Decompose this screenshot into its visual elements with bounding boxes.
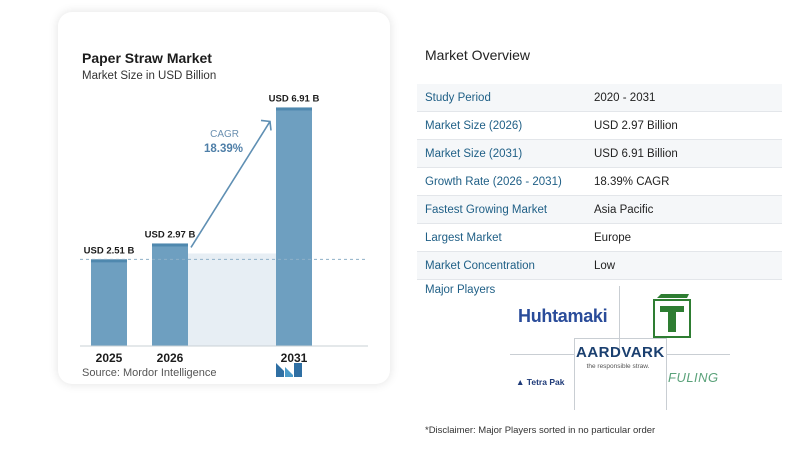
- tetra-pak-name: Tetra Pak: [526, 377, 565, 387]
- divider: [510, 354, 574, 355]
- t-logo-icon: [653, 294, 691, 338]
- overview-label: Market Size (2026): [425, 119, 523, 132]
- overview-label: Largest Market: [425, 231, 502, 244]
- overview-value: 2020 - 2031: [594, 91, 656, 104]
- overview-label: Market Concentration: [425, 259, 535, 272]
- overview-value: USD 6.91 Billion: [594, 147, 678, 160]
- cagr-value: 18.39%: [204, 143, 243, 155]
- overview-row: Market Size (2026) USD 2.97 Billion: [417, 112, 782, 140]
- category-label: 2026: [157, 351, 184, 365]
- overview-label: Market Size (2031): [425, 147, 523, 160]
- aardvark-logo: AARDVARK the responsible straw.: [576, 344, 665, 370]
- overview-row: Market Size (2031) USD 6.91 Billion: [417, 140, 782, 168]
- category-label: 2025: [96, 351, 123, 365]
- cagr-arrow: [190, 121, 271, 248]
- divider: [666, 354, 730, 355]
- aardvark-tagline: the responsible straw.: [586, 363, 650, 370]
- value-label: USD 2.51 B: [84, 245, 135, 256]
- aardvark-name: AARDVARK: [576, 344, 665, 361]
- bar-2025: [91, 259, 127, 346]
- overview-row: Market Concentration Low: [417, 252, 782, 280]
- value-label: USD 6.91 B: [269, 93, 320, 104]
- overview-value: Low: [594, 259, 616, 272]
- overview-value: Europe: [594, 231, 632, 244]
- bar-2031: [276, 107, 312, 346]
- divider: [574, 338, 666, 339]
- overview-value: Asia Pacific: [594, 203, 654, 216]
- bar-chart: USD 2.51 B 2025 USD 2.97 B 2026 USD 6.91 B 20…: [80, 93, 368, 365]
- cagr-label: CAGR: [210, 129, 239, 140]
- growth-shade: [188, 259, 276, 346]
- overview-row: Fastest Growing Market Asia Pacific: [417, 196, 782, 224]
- overview-label: Study Period: [425, 91, 491, 104]
- tetra-pak-logo: ▲ Tetra Pak: [516, 377, 564, 387]
- bar-top-2025: [91, 259, 127, 263]
- mordor-logo-icon: [276, 363, 302, 377]
- players-title: Major Players: [425, 284, 496, 296]
- cagr-arrowhead: [260, 119, 272, 131]
- overview-label: Growth Rate (2026 - 2031): [425, 175, 562, 188]
- chart-card: Paper Straw Market Market Size in USD Bi…: [58, 12, 390, 384]
- players-logos: Huhtamaki AARDVARK the responsible straw…: [510, 286, 735, 412]
- huhtamaki-logo: Huhtamaki: [518, 306, 608, 326]
- overview-value: USD 2.97 Billion: [594, 119, 678, 132]
- divider: [666, 338, 667, 410]
- overview-table: Study Period 2020 - 2031 Market Size (2026…: [417, 84, 782, 280]
- overview-title: Market Overview: [425, 47, 531, 63]
- divider: [574, 338, 575, 410]
- tetra-pak-icon: ▲: [516, 377, 525, 387]
- disclaimer: *Disclaimer: Major Players sorted in no …: [425, 425, 656, 436]
- category-label: 2031: [281, 351, 308, 365]
- bar-top-2031: [276, 107, 312, 111]
- value-label: USD 2.97 B: [145, 229, 196, 240]
- overview-row: Study Period 2020 - 2031: [417, 84, 782, 112]
- overview-row: Largest Market Europe: [417, 224, 782, 252]
- divider: [619, 286, 620, 350]
- overview-row: Growth Rate (2026 - 2031) 18.39% CAGR: [417, 168, 782, 196]
- overview-label: Fastest Growing Market: [425, 203, 548, 216]
- chart-subtitle: Market Size in USD Billion: [82, 70, 217, 82]
- overview-value: 18.39% CAGR: [594, 175, 670, 188]
- bar-top-2026: [152, 243, 188, 247]
- source-text: Source: Mordor Intelligence: [82, 367, 217, 379]
- chart-title: Paper Straw Market: [82, 50, 212, 66]
- bar-2026: [152, 243, 188, 346]
- fuling-logo: FULING: [668, 370, 719, 385]
